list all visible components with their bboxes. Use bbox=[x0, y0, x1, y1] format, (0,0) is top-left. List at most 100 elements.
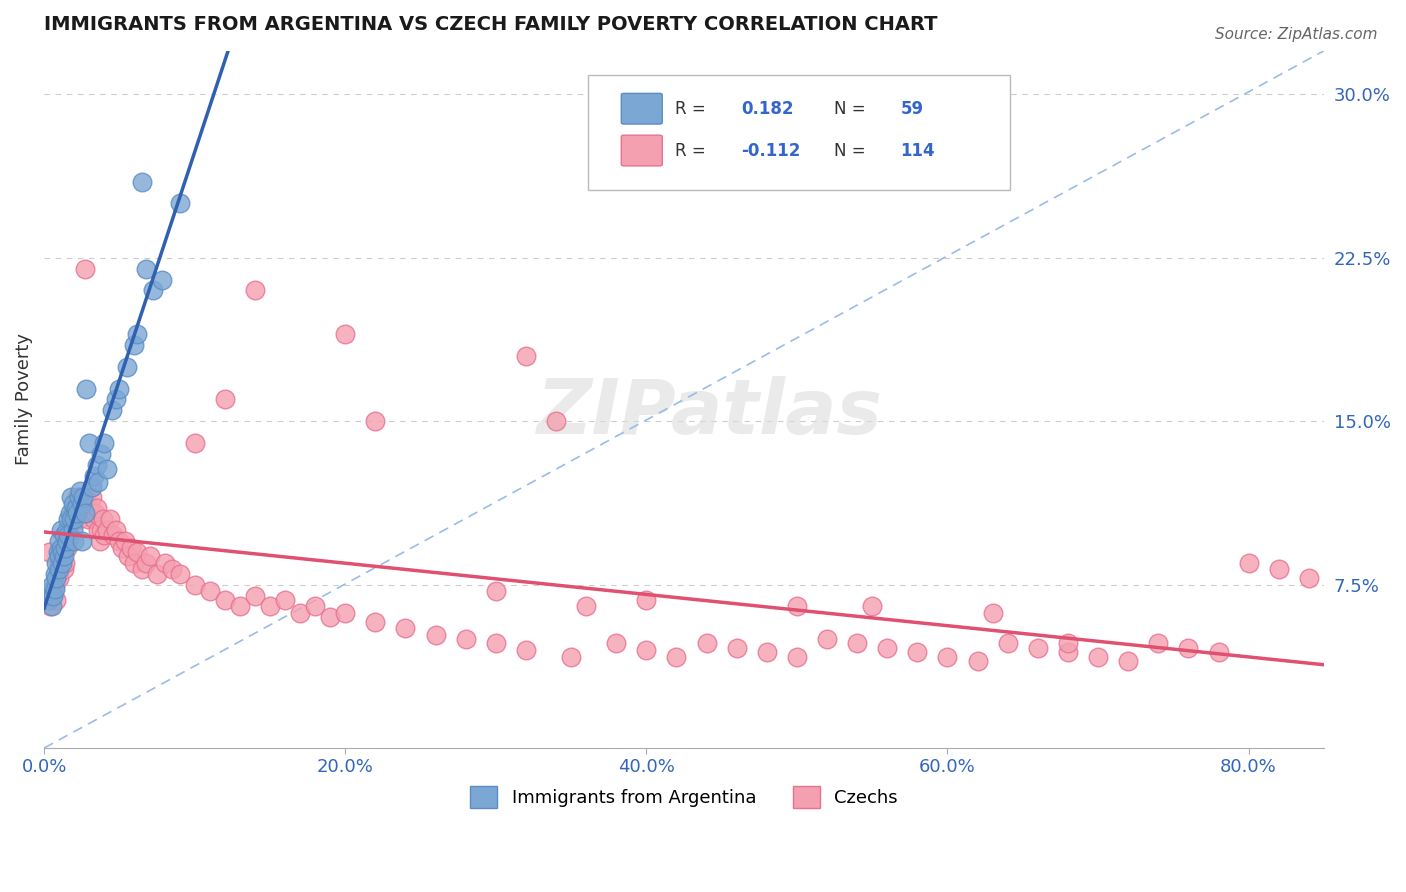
Point bbox=[93, 527, 115, 541]
Point bbox=[75, 491, 97, 505]
Point bbox=[42, 584, 65, 599]
Point bbox=[86, 458, 108, 472]
Text: 114: 114 bbox=[900, 142, 935, 160]
Point bbox=[127, 327, 149, 342]
Point bbox=[49, 523, 72, 537]
Point bbox=[52, 562, 75, 576]
Point bbox=[135, 261, 157, 276]
Point bbox=[160, 562, 183, 576]
Point bbox=[425, 628, 447, 642]
Point bbox=[65, 497, 87, 511]
Point bbox=[725, 640, 748, 655]
Point bbox=[131, 562, 153, 576]
Point bbox=[51, 556, 73, 570]
Point bbox=[52, 527, 75, 541]
Point bbox=[114, 534, 136, 549]
Text: N =: N = bbox=[834, 142, 870, 160]
Point bbox=[52, 549, 75, 564]
Point bbox=[259, 599, 281, 614]
Point bbox=[58, 527, 80, 541]
Point bbox=[997, 636, 1019, 650]
Point bbox=[60, 512, 83, 526]
Point bbox=[41, 577, 63, 591]
Text: ZIPatlas: ZIPatlas bbox=[537, 376, 883, 450]
Point bbox=[62, 497, 84, 511]
Point bbox=[55, 541, 77, 555]
Point bbox=[96, 523, 118, 537]
Point bbox=[62, 506, 84, 520]
Point bbox=[1208, 645, 1230, 659]
Point bbox=[63, 501, 86, 516]
Point bbox=[53, 556, 76, 570]
Point bbox=[44, 566, 66, 581]
Point bbox=[575, 599, 598, 614]
Text: 59: 59 bbox=[900, 100, 924, 118]
Point bbox=[131, 175, 153, 189]
Text: Source: ZipAtlas.com: Source: ZipAtlas.com bbox=[1215, 27, 1378, 42]
Point bbox=[485, 584, 508, 599]
Point bbox=[45, 556, 67, 570]
Point bbox=[115, 359, 138, 374]
Point bbox=[454, 632, 477, 646]
Point bbox=[364, 615, 387, 629]
Point bbox=[45, 571, 67, 585]
Point bbox=[66, 491, 89, 505]
Point bbox=[515, 349, 537, 363]
Legend: Immigrants from Argentina, Czechs: Immigrants from Argentina, Czechs bbox=[463, 780, 905, 815]
Point bbox=[141, 284, 163, 298]
Point bbox=[274, 593, 297, 607]
Point bbox=[335, 327, 357, 342]
Point bbox=[183, 577, 205, 591]
Point bbox=[335, 606, 357, 620]
Point bbox=[67, 491, 90, 505]
Point bbox=[319, 610, 342, 624]
Point bbox=[93, 436, 115, 450]
Point bbox=[105, 523, 128, 537]
Point bbox=[87, 475, 110, 490]
Point bbox=[198, 584, 221, 599]
Point bbox=[48, 571, 70, 585]
Point bbox=[665, 649, 688, 664]
FancyBboxPatch shape bbox=[621, 136, 662, 166]
Point bbox=[105, 392, 128, 407]
Point bbox=[60, 491, 83, 505]
Point bbox=[63, 534, 86, 549]
Point bbox=[1267, 562, 1289, 576]
Point bbox=[103, 527, 125, 541]
Point bbox=[65, 501, 87, 516]
Point bbox=[98, 512, 121, 526]
Point bbox=[120, 541, 142, 555]
Point bbox=[108, 382, 131, 396]
Text: R =: R = bbox=[675, 142, 711, 160]
Point bbox=[150, 272, 173, 286]
Point bbox=[905, 645, 928, 659]
Point bbox=[544, 414, 567, 428]
Point bbox=[124, 556, 146, 570]
Point bbox=[49, 541, 72, 555]
Point bbox=[87, 523, 110, 537]
Point bbox=[83, 512, 105, 526]
Point bbox=[288, 606, 311, 620]
Point bbox=[38, 545, 60, 559]
Point bbox=[59, 506, 82, 520]
Point bbox=[394, 621, 416, 635]
Point bbox=[229, 599, 252, 614]
Point bbox=[108, 534, 131, 549]
Y-axis label: Family Poverty: Family Poverty bbox=[15, 334, 32, 466]
Point bbox=[55, 523, 77, 537]
Point bbox=[169, 566, 191, 581]
Point bbox=[73, 261, 96, 276]
Point bbox=[101, 403, 124, 417]
Point bbox=[127, 545, 149, 559]
Point bbox=[44, 577, 66, 591]
Point bbox=[636, 593, 658, 607]
Point bbox=[48, 562, 70, 576]
Point bbox=[55, 534, 77, 549]
Point bbox=[860, 599, 883, 614]
FancyBboxPatch shape bbox=[621, 94, 662, 124]
Text: R =: R = bbox=[675, 100, 711, 118]
Point bbox=[70, 534, 93, 549]
Point bbox=[1237, 556, 1260, 570]
Point bbox=[58, 523, 80, 537]
Point bbox=[485, 636, 508, 650]
